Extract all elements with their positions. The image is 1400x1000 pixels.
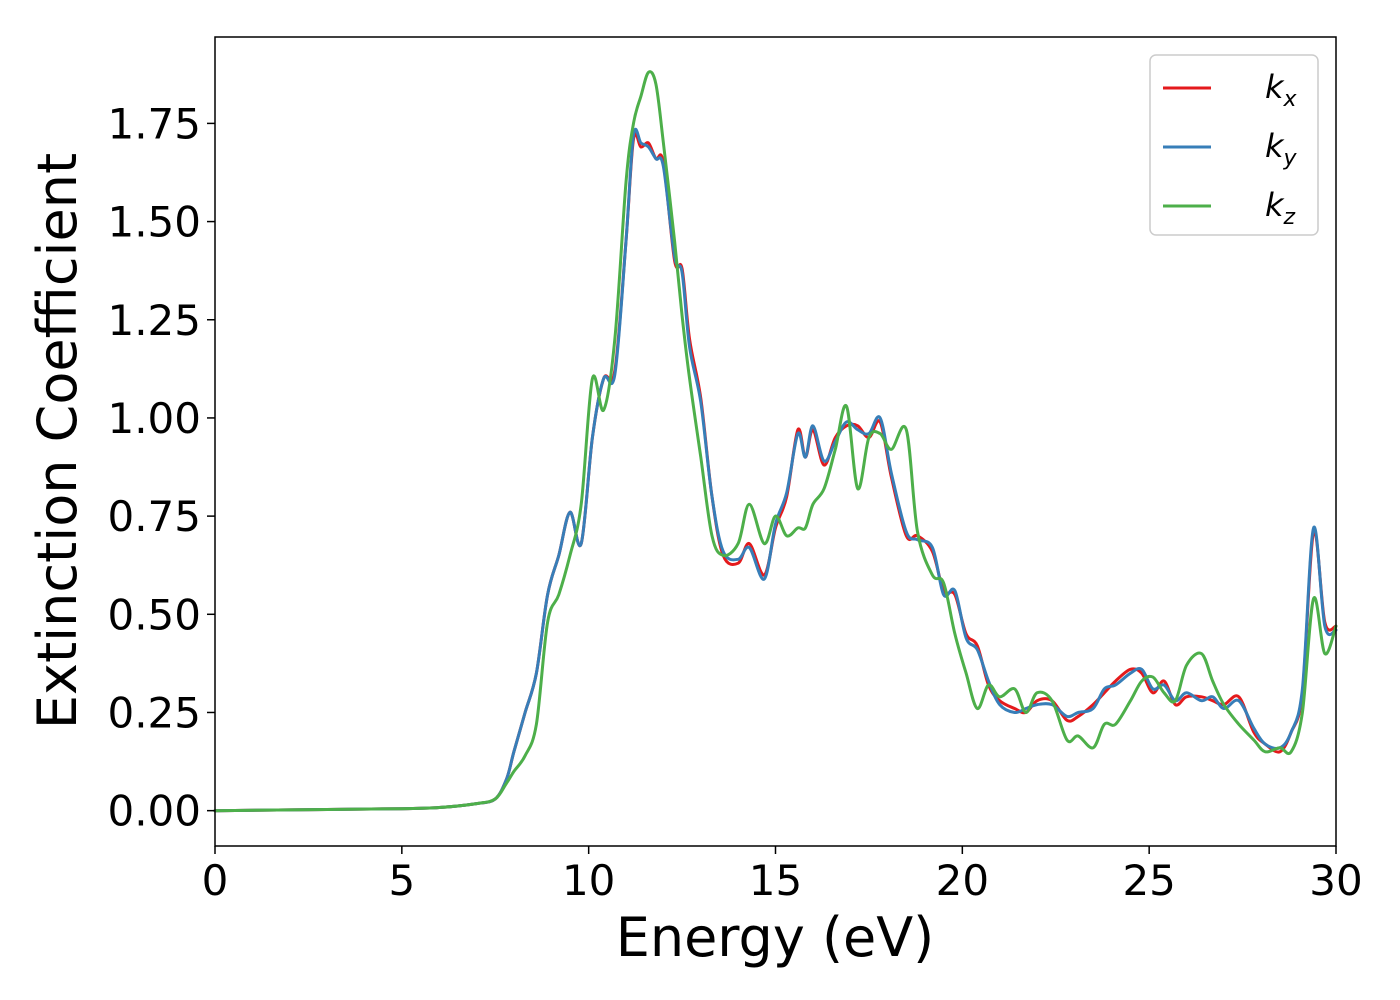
series-line-k-z xyxy=(213,70,1338,813)
y-tick-label: 1.75 xyxy=(107,99,201,148)
x-tick-label: 10 xyxy=(562,856,615,905)
x-tick-label: 15 xyxy=(749,856,802,905)
y-tick-label: 1.00 xyxy=(107,394,201,443)
y-ticks: 0.00 0.25 0.50 0.75 1.00 1.25 1.50 1.75 xyxy=(107,99,215,836)
series-layer xyxy=(213,70,1338,813)
x-tick-label: 25 xyxy=(1122,856,1175,905)
y-axis-title: Extinction Coefficient xyxy=(26,153,89,729)
y-tick-label: 0.75 xyxy=(107,492,201,541)
x-tick-label: 0 xyxy=(202,856,229,905)
plot-area xyxy=(215,37,1336,846)
x-tick-label: 5 xyxy=(388,856,415,905)
legend-label-y: ky xyxy=(1265,127,1298,171)
y-tick-label: 0.50 xyxy=(107,590,201,639)
x-axis-title: Energy (eV) xyxy=(616,906,935,969)
x-tick-label: 30 xyxy=(1309,856,1362,905)
y-tick-label: 0.25 xyxy=(107,688,201,737)
x-ticks: 0 5 10 15 20 25 30 xyxy=(202,846,1363,905)
y-tick-label: 1.50 xyxy=(107,198,201,247)
legend-box xyxy=(1149,54,1319,236)
x-tick-label: 20 xyxy=(936,856,989,905)
y-tick-label: 1.25 xyxy=(107,296,201,345)
y-tick-label: 0.00 xyxy=(107,787,201,836)
